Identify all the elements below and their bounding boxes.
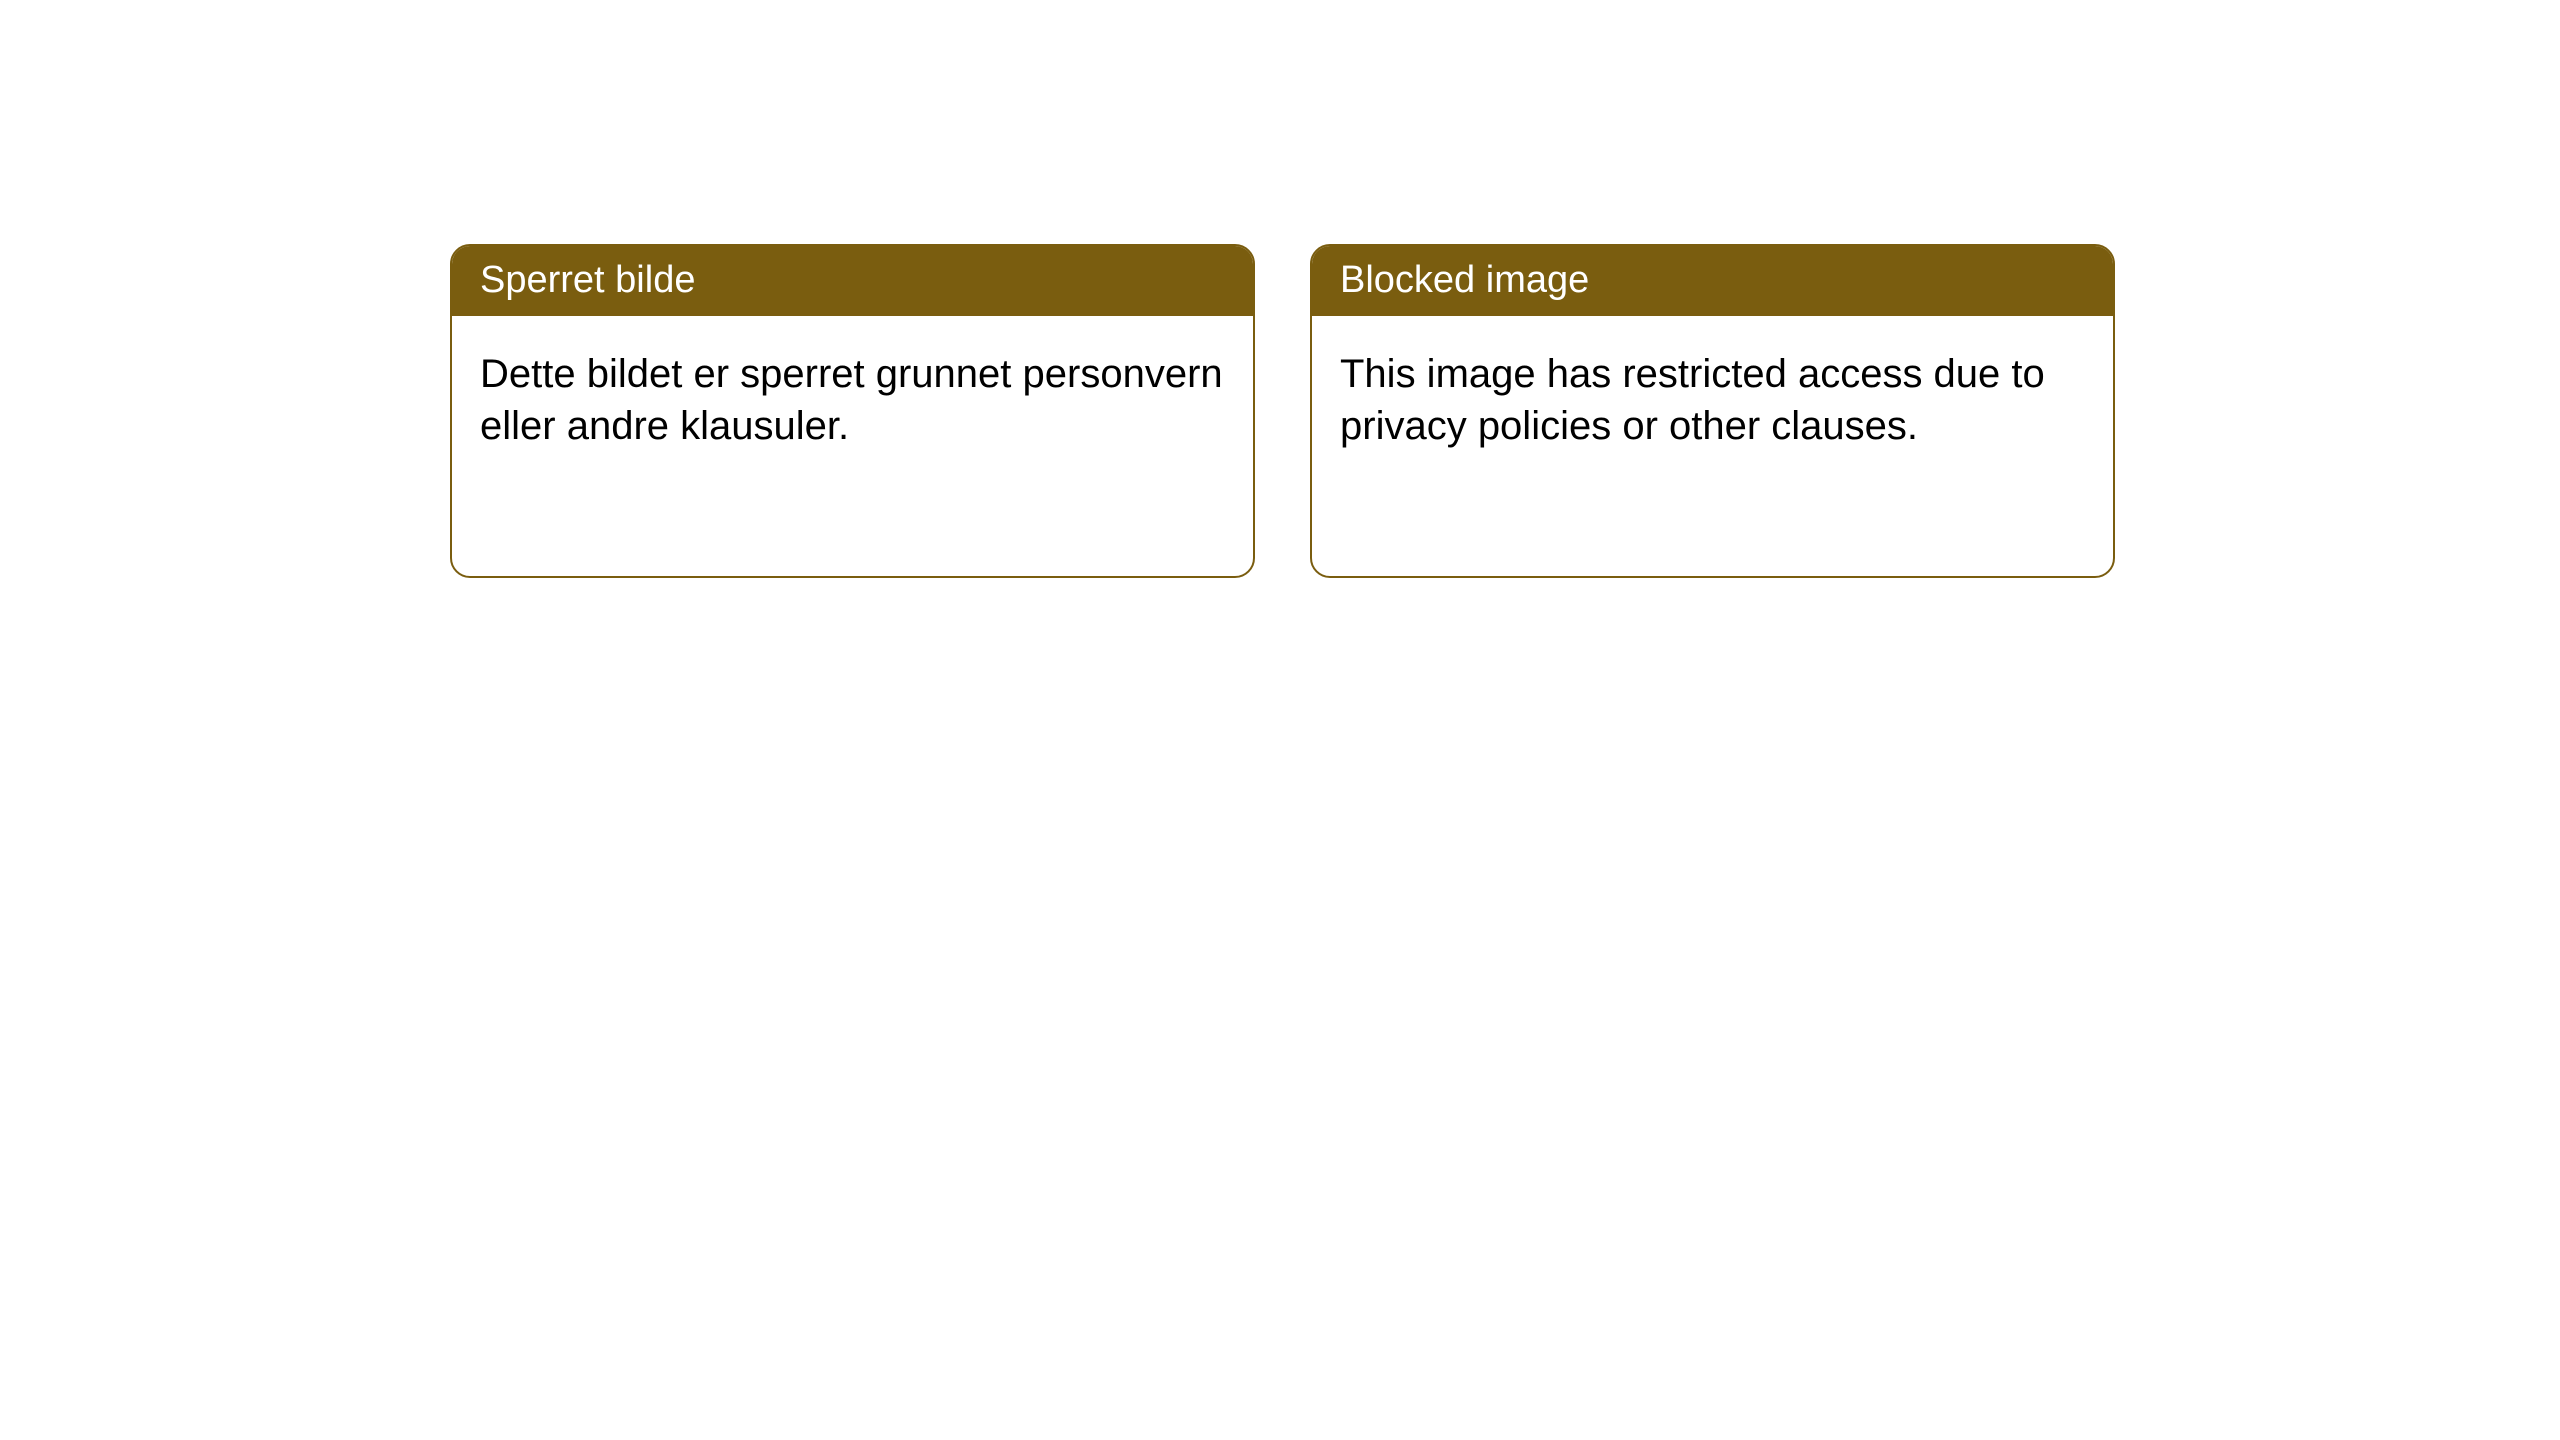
card-body: Dette bildet er sperret grunnet personve… [452, 316, 1253, 484]
card-title: Blocked image [1340, 259, 1589, 301]
card-header: Sperret bilde [452, 246, 1253, 316]
card-message: This image has restricted access due to … [1340, 352, 2045, 448]
card-header: Blocked image [1312, 246, 2113, 316]
card-title: Sperret bilde [480, 259, 695, 301]
card-body: This image has restricted access due to … [1312, 316, 2113, 484]
notice-card-english: Blocked image This image has restricted … [1310, 244, 2115, 578]
notice-cards-container: Sperret bilde Dette bildet er sperret gr… [450, 244, 2115, 578]
notice-card-norwegian: Sperret bilde Dette bildet er sperret gr… [450, 244, 1255, 578]
card-message: Dette bildet er sperret grunnet personve… [480, 352, 1223, 448]
